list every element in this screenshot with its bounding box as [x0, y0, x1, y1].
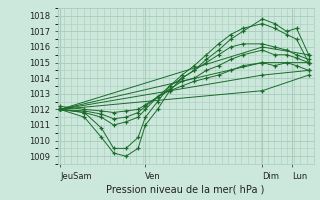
- X-axis label: Pression niveau de la mer( hPa ): Pression niveau de la mer( hPa ): [107, 185, 265, 195]
